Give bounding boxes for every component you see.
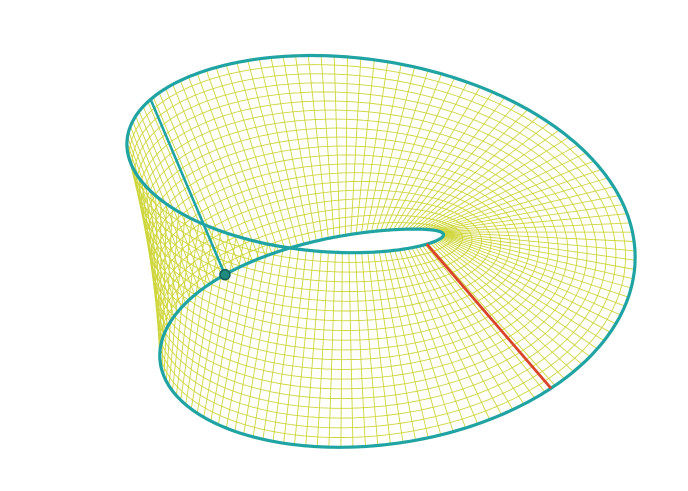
mesh-line bbox=[134, 82, 592, 283]
mesh-line bbox=[138, 100, 574, 302]
mesh-line bbox=[150, 154, 550, 361]
mesh-line bbox=[136, 91, 583, 293]
mesh-line bbox=[131, 73, 601, 273]
mesh-line bbox=[156, 198, 598, 409]
mesh-line bbox=[129, 64, 610, 263]
mesh-line bbox=[151, 163, 559, 370]
point bbox=[219, 268, 231, 281]
mesh-line bbox=[155, 189, 588, 400]
mesh-line bbox=[154, 180, 578, 390]
mesh-line bbox=[142, 118, 556, 322]
highlight-rung bbox=[149, 98, 227, 276]
surface-mesh bbox=[126, 55, 636, 448]
mesh-line bbox=[146, 136, 537, 341]
mesh-line bbox=[148, 145, 540, 351]
mesh-line bbox=[140, 109, 565, 312]
mesh-line bbox=[144, 127, 546, 331]
boundary bbox=[125, 53, 637, 449]
mesh-line bbox=[153, 172, 569, 380]
boundary-curve bbox=[125, 53, 637, 449]
red-rung bbox=[425, 243, 553, 390]
